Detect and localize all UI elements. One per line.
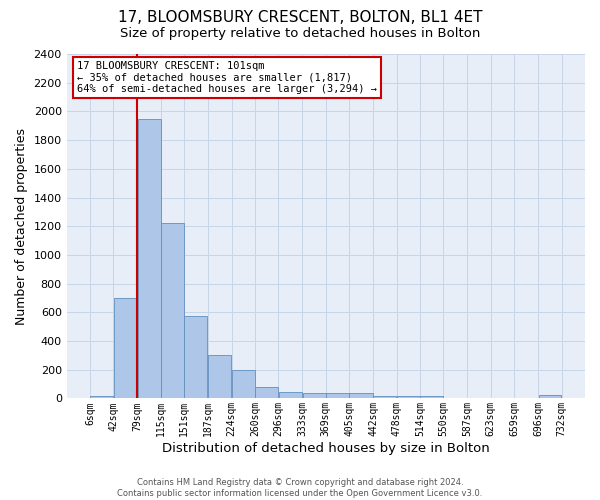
X-axis label: Distribution of detached houses by size in Bolton: Distribution of detached houses by size …	[162, 442, 490, 455]
Bar	[326, 394, 349, 398]
Bar	[161, 224, 184, 398]
Bar	[302, 393, 326, 398]
Bar	[420, 396, 443, 398]
Bar	[232, 370, 255, 398]
Bar	[349, 394, 373, 398]
Bar	[208, 354, 232, 399]
Bar	[184, 316, 208, 398]
Text: Contains HM Land Registry data © Crown copyright and database right 2024.
Contai: Contains HM Land Registry data © Crown c…	[118, 478, 482, 498]
Text: 17, BLOOMSBURY CRESCENT, BOLTON, BL1 4ET: 17, BLOOMSBURY CRESCENT, BOLTON, BL1 4ET	[118, 10, 482, 25]
Bar	[137, 118, 161, 398]
Bar	[113, 298, 137, 398]
Bar	[539, 395, 562, 398]
Y-axis label: Number of detached properties: Number of detached properties	[15, 128, 28, 324]
Bar	[373, 396, 397, 398]
Bar	[397, 396, 420, 398]
Text: 17 BLOOMSBURY CRESCENT: 101sqm
← 35% of detached houses are smaller (1,817)
64% : 17 BLOOMSBURY CRESCENT: 101sqm ← 35% of …	[77, 61, 377, 94]
Text: Size of property relative to detached houses in Bolton: Size of property relative to detached ho…	[120, 28, 480, 40]
Bar	[90, 396, 113, 398]
Bar	[255, 387, 278, 398]
Bar	[278, 392, 302, 398]
